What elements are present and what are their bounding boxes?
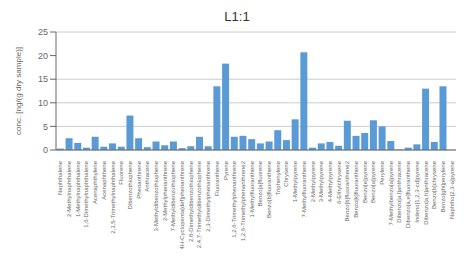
svg-text:conc. [ng/(g dry sample)]: conc. [ng/(g dry sample)] bbox=[14, 47, 23, 135]
svg-text:Benzo[k]fluoranthene: Benzo[k]fluoranthene bbox=[353, 160, 359, 217]
svg-text:Benzo[b]fluoranthene: Benzo[b]fluoranthene bbox=[266, 160, 272, 218]
svg-text:2-Methylnaphthalene: 2-Methylnaphthalene bbox=[66, 160, 72, 217]
svg-text:Fluorene: Fluorene bbox=[118, 160, 124, 184]
svg-text:Benzo[e]pyrene: Benzo[e]pyrene bbox=[362, 160, 368, 203]
svg-text:Dibenzothiophene: Dibenzothiophene bbox=[127, 160, 133, 209]
svg-text:20: 20 bbox=[38, 51, 48, 61]
svg-text:Naphthalene: Naphthalene bbox=[57, 160, 63, 195]
svg-text:Pyrene: Pyrene bbox=[223, 160, 229, 180]
svg-text:Acenaphthene: Acenaphthene bbox=[101, 160, 107, 199]
svg-text:7-Methylfluoranthene: 7-Methylfluoranthene bbox=[301, 160, 307, 217]
svg-text:Benzo[a]pyrene: Benzo[a]pyrene bbox=[370, 160, 376, 203]
svg-text:Dibenzo[a,e]fluoranthene: Dibenzo[a,e]fluoranthene bbox=[405, 160, 411, 228]
svg-text:1,2,6-Trimethylphenanthrene2: 1,2,6-Trimethylphenanthrene2 bbox=[240, 160, 246, 241]
svg-text:4H-Cyclopenta[def]phenanthrene: 4H-Cyclopenta[def]phenanthrene bbox=[179, 160, 185, 249]
svg-text:0: 0 bbox=[43, 145, 48, 155]
svg-text:Dibenzo[a,l]anthracene: Dibenzo[a,l]anthracene bbox=[396, 160, 402, 222]
svg-text:25: 25 bbox=[38, 27, 48, 37]
svg-text:15: 15 bbox=[38, 74, 48, 84]
svg-text:2,8-Dimethyldibenzothiophene: 2,8-Dimethyldibenzothiophene bbox=[188, 160, 194, 242]
svg-text:Triphenylene: Triphenylene bbox=[275, 160, 281, 195]
svg-text:Benzo[b]fluoranthene2: Benzo[b]fluoranthene2 bbox=[344, 160, 350, 221]
svg-text:4-Methylpyrene: 4-Methylpyrene bbox=[327, 160, 333, 202]
svg-text:3-Methylpyrene: 3-Methylpyrene bbox=[318, 160, 324, 202]
svg-text:Naphtho[2,3-a]pyrene: Naphtho[2,3-a]pyrene bbox=[449, 160, 455, 219]
svg-text:Perylene: Perylene bbox=[379, 160, 385, 184]
svg-text:1,6-Dimethylnaphthalene: 1,6-Dimethylnaphthalene bbox=[83, 160, 89, 227]
svg-text:Benzo[ghi]perylene: Benzo[ghi]perylene bbox=[440, 160, 446, 212]
svg-text:Indeno[1,2,3-cd]pyrene: Indeno[1,2,3-cd]pyrene bbox=[414, 160, 420, 222]
svg-text:7-Methylbenzo[a]pyrene: 7-Methylbenzo[a]pyrene bbox=[388, 160, 394, 225]
svg-text:Phenanthrene: Phenanthrene bbox=[136, 160, 142, 198]
svg-text:2,4,7-Trimethyldibenzothiophen: 2,4,7-Trimethyldibenzothiophene bbox=[196, 160, 202, 248]
svg-text:2-Methylphenanthrene: 2-Methylphenanthrene bbox=[162, 160, 168, 221]
svg-text:Acenaphthylene: Acenaphthylene bbox=[92, 160, 98, 204]
svg-text:1-Methylnaphthalene: 1-Methylnaphthalene bbox=[75, 160, 81, 217]
svg-text:1-Methylpyrene: 1-Methylpyrene bbox=[292, 160, 298, 202]
svg-text:2,3,5-Trimethylnaphthalene: 2,3,5-Trimethylnaphthalene bbox=[110, 160, 116, 233]
svg-text:2-Methylpyrene: 2-Methylpyrene bbox=[310, 160, 316, 202]
svg-text:1,2,6-Trimethylphenanthrene: 1,2,6-Trimethylphenanthrene bbox=[231, 160, 237, 237]
html-text:L1:1: L1:1 bbox=[224, 9, 250, 24]
svg-text:5: 5 bbox=[43, 122, 48, 132]
svg-text:10: 10 bbox=[38, 98, 48, 108]
svg-text:Dibenzo[a,h]anthracene: Dibenzo[a,h]anthracene bbox=[423, 160, 429, 224]
svg-text:3-Methyldibenzothiophene: 3-Methyldibenzothiophene bbox=[153, 160, 159, 231]
svg-text:Chrysene: Chrysene bbox=[283, 160, 289, 186]
svg-text:6-Ethylchrysene: 6-Ethylchrysene bbox=[336, 160, 342, 204]
svg-text:1-Methylfluoranthene: 1-Methylfluoranthene bbox=[249, 160, 255, 217]
svg-text:Anthracene: Anthracene bbox=[144, 160, 150, 191]
svg-text:2,3-Dimethylphenanthrene: 2,3-Dimethylphenanthrene bbox=[205, 160, 211, 231]
svg-text:7-Methyldibenzothiophene: 7-Methyldibenzothiophene bbox=[170, 160, 176, 231]
svg-text:Benzo[a]fluorene: Benzo[a]fluorene bbox=[257, 160, 263, 206]
svg-text:Fluoranthene: Fluoranthene bbox=[214, 160, 220, 196]
svg-text:Benzo[b]chrysene: Benzo[b]chrysene bbox=[431, 160, 437, 209]
